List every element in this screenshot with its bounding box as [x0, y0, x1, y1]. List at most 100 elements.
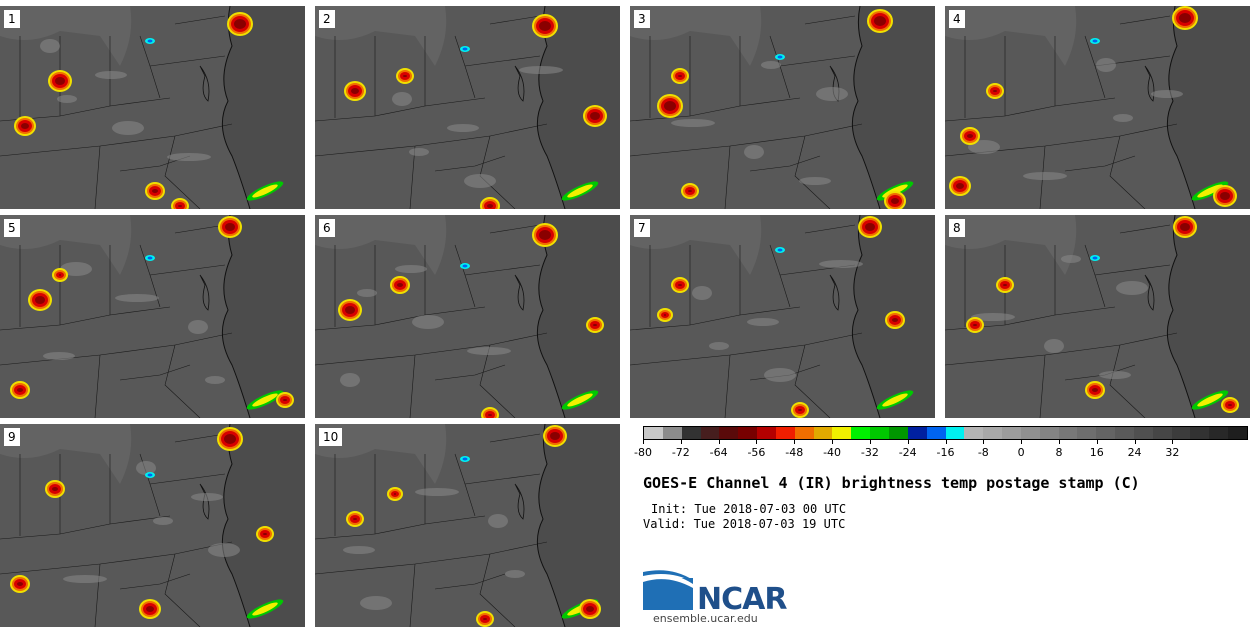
- ir-map: [0, 424, 305, 627]
- colorbar-swatch: [1171, 427, 1191, 439]
- panel-label: 10: [319, 428, 343, 446]
- colorbar-tick: [680, 440, 682, 444]
- colorbar-swatch: [1020, 427, 1040, 439]
- colorbar-swatch: [700, 427, 720, 439]
- colorbar-swatch: [813, 427, 833, 439]
- colorbar-swatch: [851, 427, 871, 439]
- init-time: Init: Tue 2018-07-03 00 UTC: [651, 502, 847, 516]
- colorbar-swatch: [738, 427, 758, 439]
- colorbar-swatch: [926, 427, 946, 439]
- colorbar-tick: [1096, 440, 1098, 444]
- colorbar-swatch: [1096, 427, 1116, 439]
- colorbar-swatch: [1209, 427, 1229, 439]
- colorbar-swatch: [1039, 427, 1059, 439]
- map-panel: 9: [0, 424, 305, 627]
- colorbar-swatch: [870, 427, 889, 439]
- map-panel: 6: [315, 215, 620, 418]
- map-panel: 8: [945, 215, 1250, 418]
- colorbar-swatch: [794, 427, 814, 439]
- colorbar-tick: [983, 440, 985, 444]
- colorbar-tick-label: -16: [936, 446, 955, 459]
- colorbar-tick: [907, 440, 909, 444]
- map-panel: 7: [630, 215, 935, 418]
- colorbar-swatch: [983, 427, 1003, 439]
- colorbar-swatch: [964, 427, 984, 439]
- colorbar-tick-label: -64: [709, 446, 728, 459]
- colorbar-tick-label: -40: [823, 446, 842, 459]
- colorbar-tick: [794, 440, 796, 444]
- ir-map: [630, 6, 935, 209]
- map-panel: 10: [315, 424, 620, 627]
- ncar-logo-text: NCAR: [697, 582, 787, 617]
- ir-map: [315, 6, 620, 209]
- colorbar-swatch: [1077, 427, 1097, 439]
- ir-map: [315, 215, 620, 418]
- colorbar-swatch: [1133, 427, 1153, 439]
- colorbar-swatch: [1228, 427, 1247, 439]
- colorbar-tick: [832, 440, 834, 444]
- colorbar-swatch: [681, 427, 701, 439]
- ir-map: [630, 215, 935, 418]
- colorbar-tick: [1058, 440, 1060, 444]
- panel-label: 9: [4, 428, 20, 446]
- map-panel: 5: [0, 215, 305, 418]
- colorbar-swatch: [662, 427, 682, 439]
- temperature-colorbar: [643, 426, 1248, 440]
- chart-title: GOES-E Channel 4 (IR) brightness temp po…: [643, 474, 1140, 492]
- panel-label: 2: [319, 10, 335, 28]
- panel-label: 3: [634, 10, 650, 28]
- colorbar-tick-label: -72: [671, 446, 690, 459]
- panel-label: 8: [949, 219, 965, 237]
- colorbar-swatch: [832, 427, 852, 439]
- colorbar-swatch: [644, 427, 663, 439]
- colorbar-tick-label: 16: [1089, 446, 1104, 459]
- website-url[interactable]: ensemble.ucar.edu: [653, 612, 758, 625]
- colorbar-tick-label: -80: [634, 446, 652, 459]
- colorbar-swatch: [719, 427, 739, 439]
- colorbar-tick: [643, 440, 644, 444]
- map-panel: 4: [945, 6, 1250, 209]
- panel-label: 5: [4, 219, 20, 237]
- colorbar-tick: [869, 440, 871, 444]
- colorbar-ticks: -80 -72 -64 -56 -48 -40 -32 -24 -16 -8 0 8 16 24 32: [634, 440, 1248, 462]
- colorbar-tick: [756, 440, 758, 444]
- map-panel: 3: [630, 6, 935, 209]
- colorbar-tick-label: -48: [785, 446, 804, 459]
- colorbar-tick-label: -56: [747, 446, 766, 459]
- colorbar-swatch: [757, 427, 776, 439]
- valid-time: Valid: Tue 2018-07-03 19 UTC: [643, 517, 846, 531]
- colorbar-tick-label: 24: [1127, 446, 1142, 459]
- ir-map: [0, 215, 305, 418]
- colorbar-swatch: [1058, 427, 1078, 439]
- panel-label: 6: [319, 219, 335, 237]
- panel-label: 7: [634, 219, 650, 237]
- colorbar-swatch: [1190, 427, 1210, 439]
- ir-map: [945, 6, 1250, 209]
- colorbar-swatch: [907, 427, 927, 439]
- colorbar-tick: [1134, 440, 1136, 444]
- map-panel: 1: [0, 6, 305, 209]
- colorbar-tick: [1172, 440, 1174, 444]
- colorbar-swatch: [888, 427, 908, 439]
- colorbar-tick: [1021, 440, 1023, 444]
- colorbar-swatch: [1115, 427, 1134, 439]
- panel-label: 1: [4, 10, 20, 28]
- map-panel: 2: [315, 6, 620, 209]
- colorbar-swatch: [1152, 427, 1172, 439]
- colorbar-tick: [718, 440, 720, 444]
- colorbar-tick-label: -24: [898, 446, 917, 459]
- colorbar-tick-label: 8: [1055, 446, 1063, 459]
- colorbar-swatch: [775, 427, 795, 439]
- colorbar-swatch: [945, 427, 965, 439]
- colorbar-tick-label: 0: [1017, 446, 1025, 459]
- colorbar-tick-label: -32: [860, 446, 879, 459]
- colorbar-tick: [945, 440, 947, 444]
- ir-map: [945, 215, 1250, 418]
- panel-label: 4: [949, 10, 965, 28]
- ncar-logo-icon: [643, 570, 693, 610]
- ir-map: [315, 424, 620, 627]
- colorbar-tick-label: -8: [977, 446, 989, 459]
- colorbar-swatch: [1002, 427, 1021, 439]
- colorbar-tick-label: 32: [1165, 446, 1180, 459]
- ir-map: [0, 6, 305, 209]
